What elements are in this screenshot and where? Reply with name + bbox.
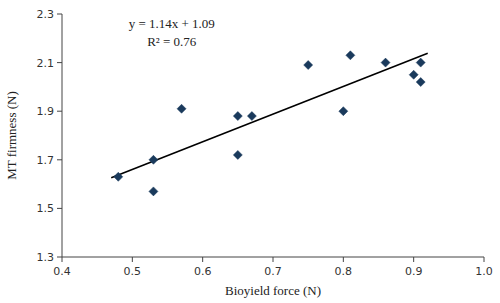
y-tick (57, 111, 62, 112)
regression-line (111, 53, 428, 178)
scatter-point (114, 172, 123, 181)
y-tick-label: 1.5 (37, 202, 55, 215)
scatter-point (381, 58, 390, 67)
scatter-point (149, 155, 158, 164)
y-tick (57, 208, 62, 209)
y-tick (57, 257, 62, 258)
annotation: y = 1.14x + 1.09 (129, 16, 215, 31)
x-tick (484, 257, 485, 262)
x-tick-label: 0.9 (405, 265, 423, 278)
y-tick (57, 14, 62, 15)
x-tick (62, 257, 63, 262)
x-tick (343, 257, 344, 262)
y-tick (57, 62, 62, 63)
x-tick (413, 257, 414, 262)
scatter-point (233, 150, 242, 159)
axes: 0.4 0.5 0.6 0.7 0.8 0.9 1.0 1.3 1.5 1.7 1.9 2.1 2.3 (37, 8, 493, 278)
y-tick-label: 1.7 (37, 154, 55, 167)
y-tick-label: 1.3 (37, 251, 55, 264)
x-tick-label: 0.8 (335, 265, 353, 278)
x-tick-label: 0.7 (264, 265, 282, 278)
chart: 0.4 0.5 0.6 0.7 0.8 0.9 1.0 1.3 1.5 1.7 1.9 2.1 2.3 B… (0, 0, 500, 303)
scatter-point (346, 51, 355, 60)
x-tick (202, 257, 203, 262)
y-tick-label: 2.3 (37, 8, 55, 21)
y-tick-label: 2.1 (37, 57, 55, 70)
y-tick (57, 159, 62, 160)
scatter-point (339, 107, 348, 116)
x-axis-label: Bioyield force (N) (225, 283, 321, 298)
x-tick-label: 1.0 (475, 265, 493, 278)
x-tick-label: 0.5 (124, 265, 142, 278)
scatter-point (304, 61, 313, 70)
scatter-point (409, 70, 418, 79)
scatter-point (416, 78, 425, 87)
x-tick (273, 257, 274, 262)
x-tick (132, 257, 133, 262)
scatter-point (233, 112, 242, 121)
x-tick-label: 0.4 (53, 265, 71, 278)
scatter-point (247, 112, 256, 121)
scatter-point (416, 58, 425, 67)
y-axis-line (62, 14, 63, 257)
plot-area (111, 51, 428, 196)
y-axis-label: MT firmness (N) (4, 91, 19, 180)
x-tick-label: 0.6 (194, 265, 212, 278)
scatter-point (149, 187, 158, 196)
y-tick-label: 1.9 (37, 105, 55, 118)
scatter-point (177, 104, 186, 113)
annotation: R² = 0.76 (147, 34, 197, 49)
